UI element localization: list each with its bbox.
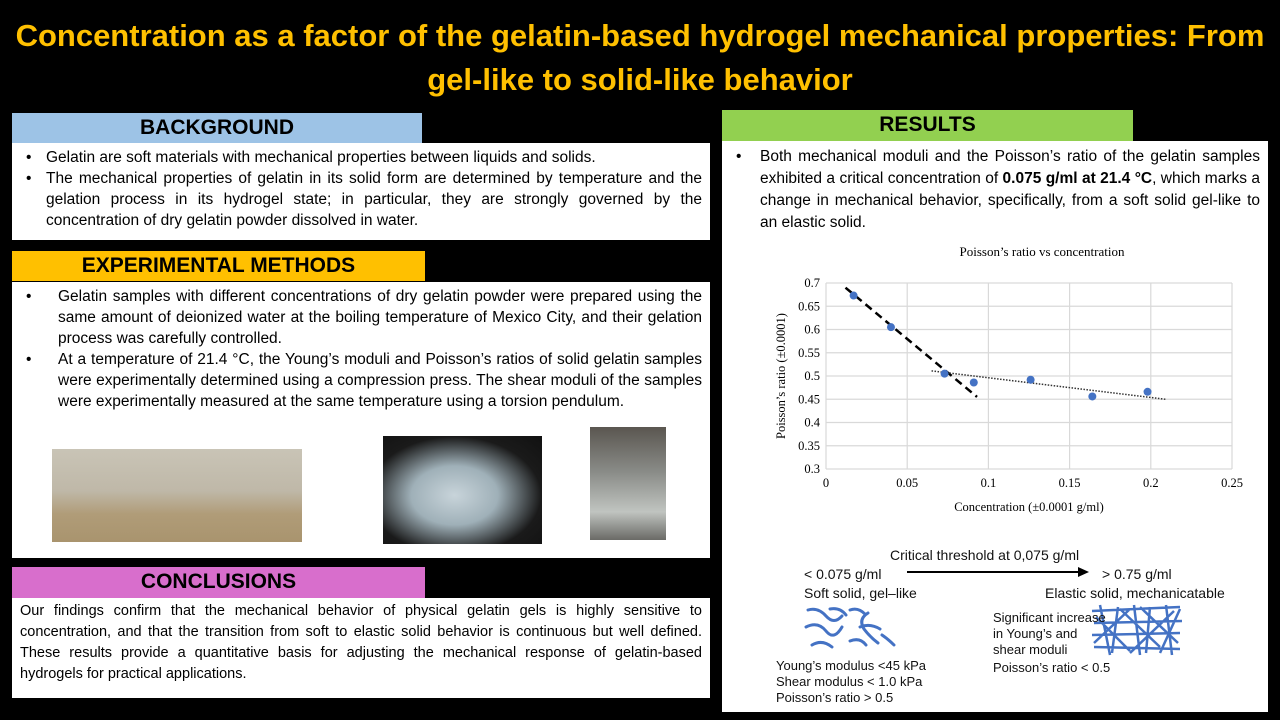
arrow-icon — [907, 567, 1089, 577]
y-tick-label: 0.4 — [804, 416, 820, 430]
property: Poisson’s ratio < 0.5 — [993, 660, 1111, 675]
results-text: Both mechanical moduli and the Poisson’s… — [760, 148, 1260, 187]
y-tick-label: 0.3 — [804, 462, 820, 476]
left-properties: Young’s modulus <45 kPa Shear modulus < 1… — [776, 658, 926, 706]
x-tick-label: 0 — [823, 476, 829, 490]
property: in Young’s and — [993, 626, 1078, 641]
results-critical-value: 0.075 g/ml at 21.4 °C — [1002, 170, 1153, 187]
x-tick-label: 0.05 — [896, 476, 918, 490]
results-text: , which marks a change in mechanical beh… — [760, 170, 1261, 231]
background-box: Gelatin are soft materials with mechanic… — [12, 143, 710, 240]
property: shear moduli — [993, 642, 1068, 657]
torsion-pendulum-photo — [590, 427, 666, 540]
results-box: Both mechanical moduli and the Poisson’s… — [722, 141, 1268, 712]
loose-network-icon — [804, 607, 896, 649]
y-tick-label: 0.5 — [804, 369, 820, 383]
trendline-dashed — [844, 286, 978, 398]
y-tick-label: 0.7 — [804, 276, 820, 290]
poisson-chart: Poisson’s ratio vs concentration 0.3 0.35… — [774, 244, 1243, 514]
data-point — [1026, 375, 1035, 384]
property: Young’s modulus <45 kPa — [776, 658, 926, 673]
property: Significant increase — [993, 610, 1106, 625]
results-header: RESULTS — [722, 110, 1133, 141]
x-tick-label: 0.25 — [1221, 476, 1243, 490]
x-tick-label: 0.15 — [1059, 476, 1081, 490]
property: Poisson’s ratio > 0.5 — [776, 690, 894, 705]
x-axis-label: Concentration (±0.0001 g/ml) — [954, 500, 1104, 514]
y-tick-label: 0.65 — [798, 299, 820, 313]
x-tick-label: 0.1 — [981, 476, 997, 490]
right-concentration: > 0.75 g/ml — [1102, 566, 1172, 582]
data-point — [969, 378, 978, 387]
data-point — [940, 369, 949, 378]
chart-title: Poisson’s ratio vs concentration — [959, 244, 1125, 259]
background-header: BACKGROUND — [12, 113, 422, 143]
data-point — [849, 291, 858, 300]
trendline-dotted — [931, 370, 1166, 400]
property: Shear modulus < 1.0 kPa — [776, 674, 923, 689]
compression-press-photo — [383, 436, 542, 544]
right-state: Elastic solid, mechanicatable — [1045, 585, 1225, 601]
conclusions-header: CONCLUSIONS — [12, 567, 425, 598]
methods-item: Gelatin samples with different concentra… — [20, 286, 702, 349]
results-item: Both mechanical moduli and the Poisson’s… — [730, 146, 1260, 234]
background-item: Gelatin are soft materials with mechanic… — [20, 147, 702, 168]
x-tick-label: 0.2 — [1143, 476, 1159, 490]
dense-network-icon — [1091, 604, 1183, 656]
left-state: Soft solid, gel–like — [804, 585, 917, 601]
y-tick-label: 0.6 — [804, 323, 820, 337]
left-concentration: < 0.075 g/ml — [804, 566, 882, 582]
data-point — [1143, 387, 1152, 396]
data-point — [1088, 392, 1097, 401]
threshold-label: Critical threshold at 0,075 g/ml — [890, 547, 1080, 563]
background-item: The mechanical properties of gelatin in … — [20, 168, 702, 231]
y-tick-label: 0.45 — [798, 392, 820, 406]
samples-photo — [52, 449, 302, 542]
poster-title: Concentration as a factor of the gelatin… — [15, 18, 1265, 97]
right-properties: Significant increase in Young’s and shear … — [993, 610, 1110, 676]
methods-box: Gelatin samples with different concentra… — [12, 282, 710, 558]
methods-header: EXPERIMENTAL METHODS — [12, 251, 425, 281]
y-axis-label: Poisson’s ratio (±0.0001) — [774, 313, 788, 439]
y-tick-label: 0.55 — [798, 346, 820, 360]
y-tick-label: 0.35 — [798, 439, 820, 453]
conclusions-text: Our findings confirm that the mechanical… — [12, 598, 710, 698]
data-point — [886, 323, 895, 332]
methods-item: At a temperature of 21.4 °C, the Young’s… — [20, 349, 702, 412]
